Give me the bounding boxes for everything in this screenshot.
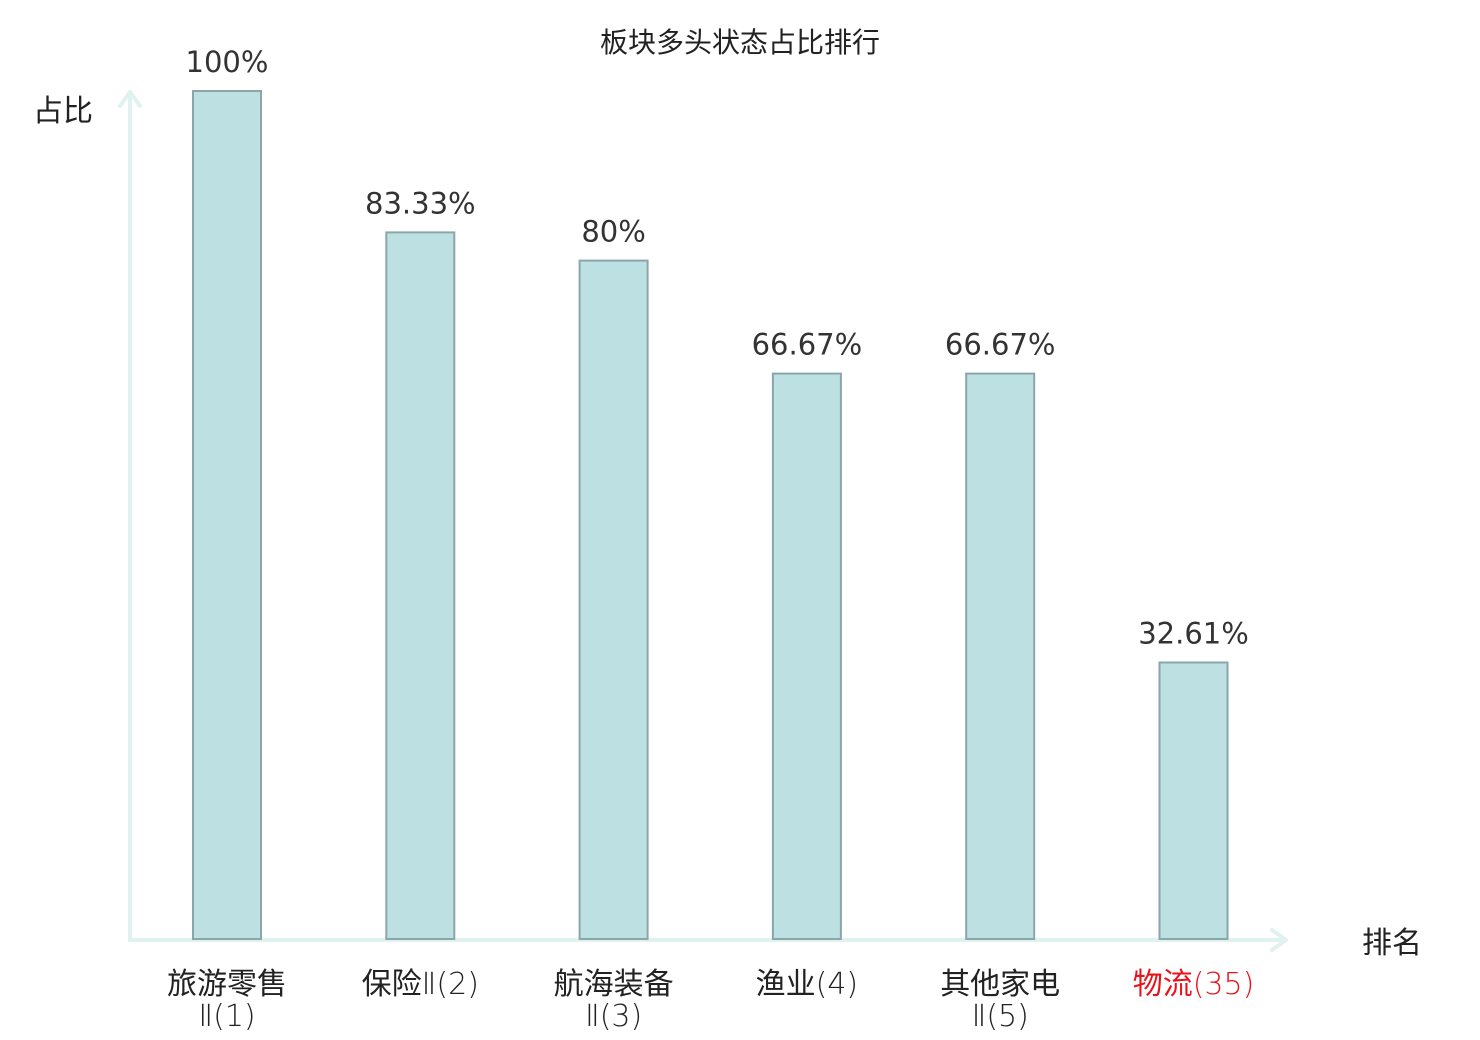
category-label-main: 渔业 xyxy=(756,967,816,1002)
bar xyxy=(1158,661,1229,940)
category-label: 渔业(4) xyxy=(756,967,859,1002)
category-label-suffix: (35) xyxy=(1193,967,1255,1002)
bar xyxy=(192,90,262,940)
category-label-main: 保险 xyxy=(362,967,422,1002)
category-label: 旅游零售 xyxy=(167,967,287,1002)
bar-value-label: 80% xyxy=(581,215,645,249)
bar-value-label: 66.67% xyxy=(752,328,863,362)
category-label-suffix: Ⅱ(3) xyxy=(585,999,642,1034)
chart-title: 板块多头状态占比排行 xyxy=(600,26,880,59)
category-label: 物流(35) xyxy=(1133,967,1255,1002)
axes xyxy=(118,90,1288,952)
bars-group xyxy=(192,90,1229,941)
y-axis-arrow xyxy=(118,90,142,108)
category-label-suffix: Ⅱ(2) xyxy=(422,967,479,1002)
x-axis-label: 排名 xyxy=(1362,926,1422,961)
bar-value-label: 83.33% xyxy=(365,186,476,220)
bar xyxy=(578,259,649,941)
bar-value-label: 66.67% xyxy=(945,328,1056,362)
x-axis-arrow xyxy=(1270,928,1288,952)
bar xyxy=(385,231,456,940)
category-label-suffix: (4) xyxy=(816,967,859,1002)
value-labels-group: 100% 83.33% 80% 66.67% 66.67% 32.61% xyxy=(186,45,1249,651)
category-label-suffix: Ⅱ(5) xyxy=(972,999,1029,1034)
category-label: 其他家电 xyxy=(940,967,1060,1002)
category-label-suffix: Ⅱ(1) xyxy=(198,999,255,1034)
category-label: 航海装备 xyxy=(554,967,674,1002)
bar-value-label: 100% xyxy=(186,45,269,79)
bar xyxy=(771,372,842,941)
category-label-main: 物流 xyxy=(1133,967,1193,1002)
bar-value-label: 32.61% xyxy=(1138,617,1249,651)
y-axis-label: 占比 xyxy=(33,94,93,129)
category-label: 保险Ⅱ(2) xyxy=(362,967,479,1002)
bar xyxy=(965,372,1036,941)
